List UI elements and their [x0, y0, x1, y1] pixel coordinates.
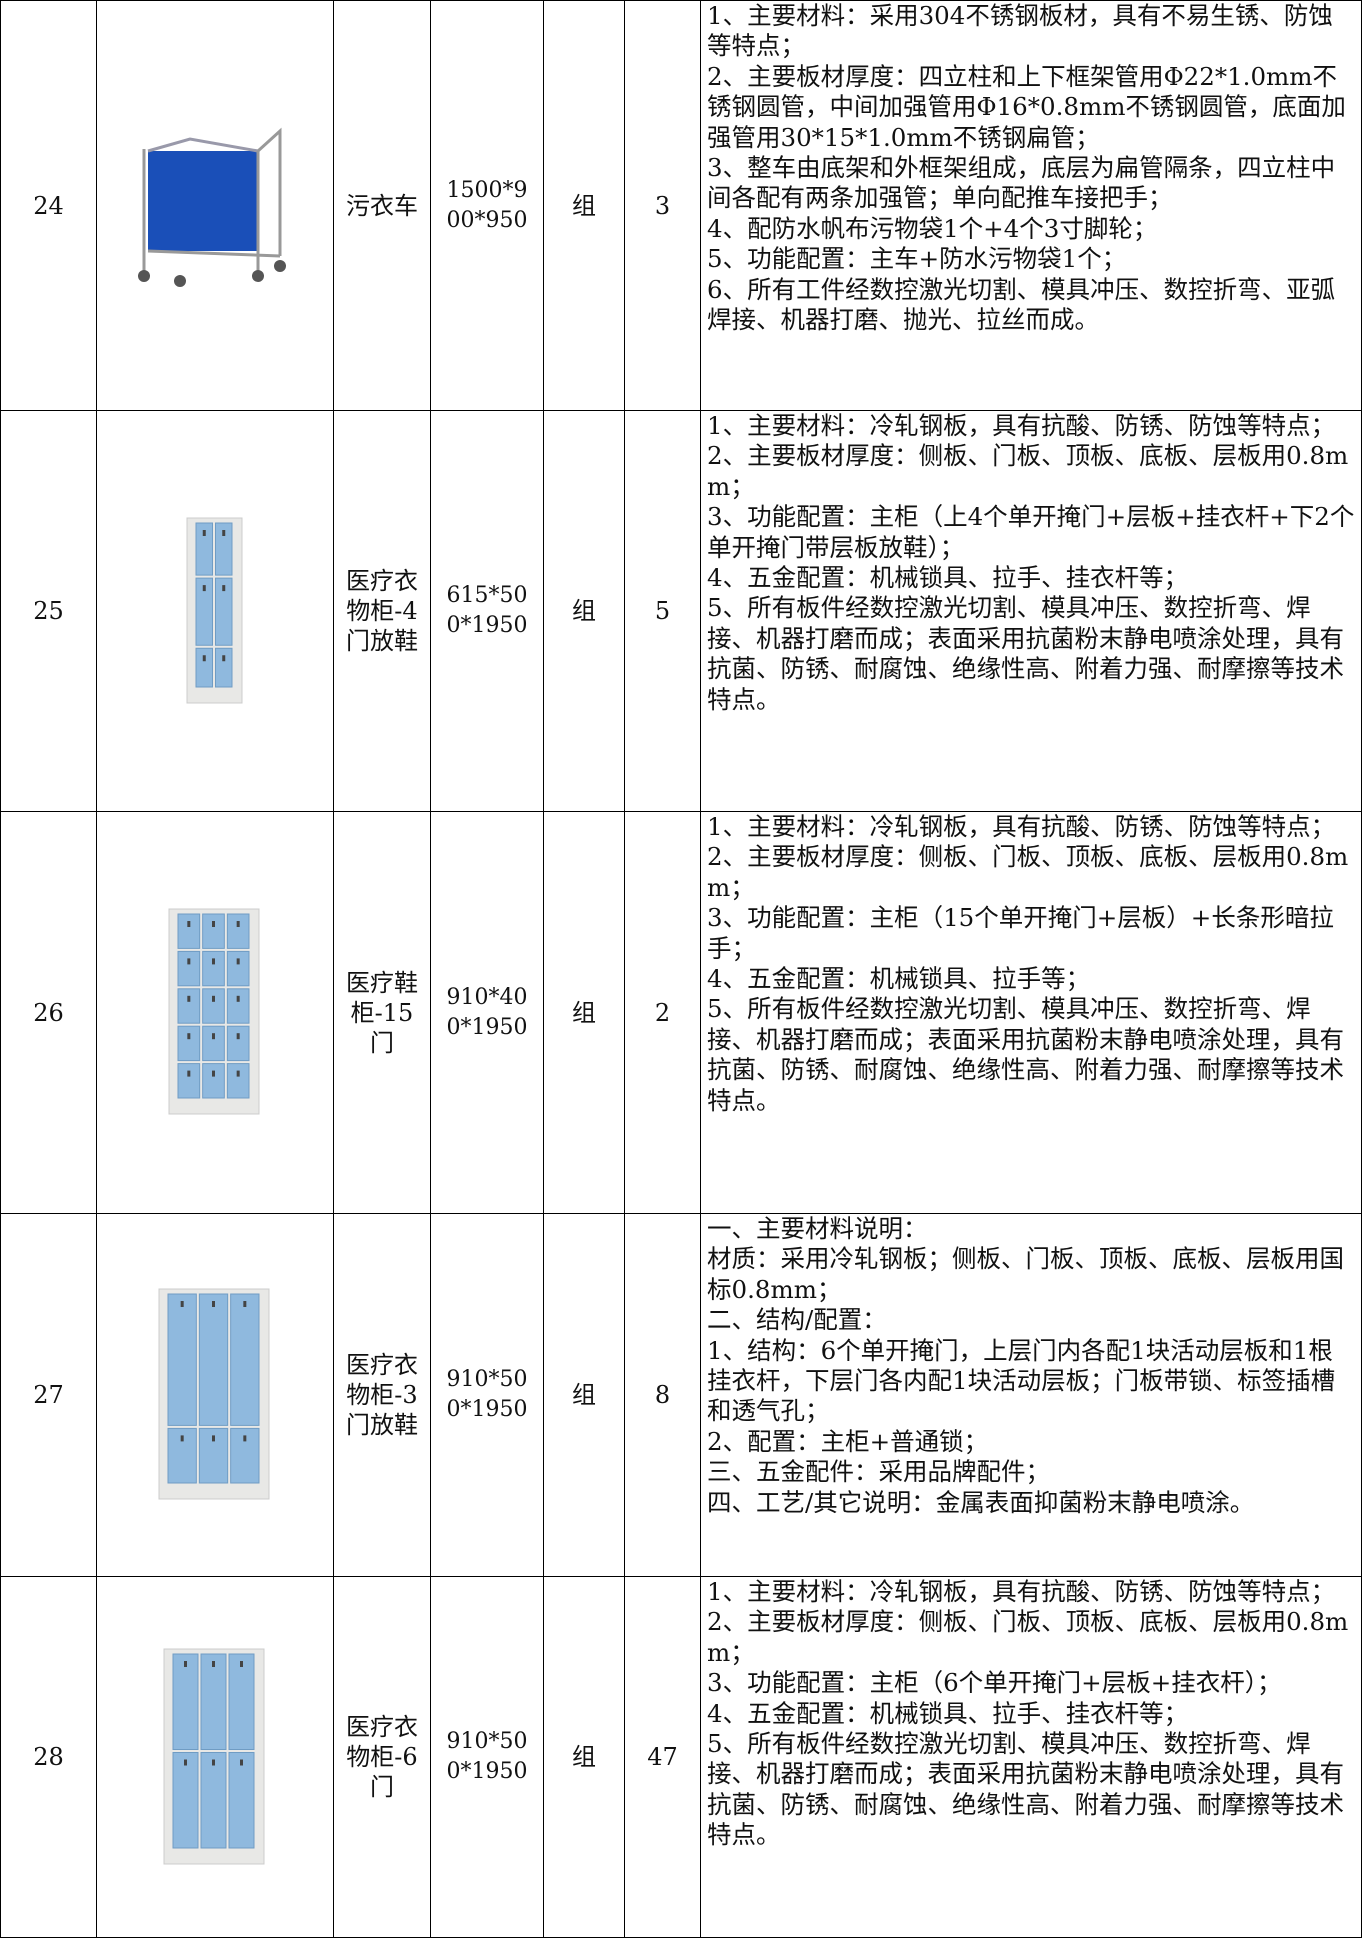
qty-cell: 5: [624, 410, 701, 812]
unit-cell: 组: [543, 1213, 625, 1577]
description-line: 5、所有板件经数控激光切割、模具冲压、数控折弯、焊接、机器打磨而成；表面采用抗菌…: [707, 1729, 1344, 1850]
image-cell: [96, 410, 334, 812]
description-line: 1、主要材料：采用304不锈钢板材，具有不易生锈、防蚀等特点；: [707, 1, 1333, 61]
description-line: 4、五金配置：机械锁具、拉手、挂衣杆等；: [707, 1698, 1189, 1728]
unit-cell: 组: [543, 811, 625, 1214]
description-line: 1、主要材料：冷轧钢板，具有抗酸、防锈、防蚀等特点；: [707, 1577, 1336, 1606]
description-line: 4、配防水帆布污物袋1个+4个3寸脚轮；: [707, 213, 1158, 243]
description-line: 2、主要板材厚度：侧板、门板、顶板、底板、层板用0.8mm；: [707, 842, 1349, 902]
description-cell: 1、主要材料：采用304不锈钢板材，具有不易生锈、防蚀等特点； 2、主要板材厚度：…: [700, 0, 1362, 411]
description-line: 3、功能配置：主柜（上4个单开掩门+层板+挂衣杆+下2个单开掩门带层板放鞋）；: [707, 502, 1355, 562]
description-line: 1、主要材料：冷轧钢板，具有抗酸、防锈、防蚀等特点；: [707, 812, 1336, 841]
description-line: 5、所有板件经数控激光切割、模具冲压、数控折弯、焊接、机器打磨而成；表面采用抗菌…: [707, 994, 1344, 1115]
product-image: [168, 908, 260, 1115]
unit-cell: 组: [543, 0, 625, 411]
image-cell: [96, 811, 334, 1214]
table-row: 27 医疗衣物柜-3门放鞋 910*500*1950 组 8 一、主要材料说明： 材质：采用…: [0, 1213, 1362, 1577]
description-cell: 一、主要材料说明： 材质：采用冷轧钢板；侧板、门板、顶板、底板、层板用国标0.8m…: [700, 1213, 1362, 1577]
description-line: 二、结构/配置：: [707, 1305, 887, 1335]
description-cell: 1、主要材料：冷轧钢板，具有抗酸、防锈、防蚀等特点； 2、主要板材厚度：侧板、门板…: [700, 811, 1362, 1214]
description-line: 2、主要板材厚度：侧板、门板、顶板、底板、层板用0.8mm；: [707, 1607, 1349, 1667]
description-line: 2、配置：主柜+普通锁；: [707, 1426, 989, 1456]
description-line: 3、功能配置：主柜（15个单开掩门+层板）+长条形暗拉手；: [707, 903, 1334, 963]
index-cell: 25: [0, 410, 97, 812]
size-cell: 910*500*1950: [430, 1213, 544, 1577]
size-cell: 1500*900*950: [430, 0, 544, 411]
description-line: 4、五金配置：机械锁具、拉手、挂衣杆等；: [707, 563, 1189, 593]
index-cell: 28: [0, 1576, 97, 1938]
name-cell: 医疗衣物柜-6门: [333, 1576, 431, 1938]
product-image: [163, 1648, 265, 1864]
unit-cell: 组: [543, 1576, 625, 1938]
qty-cell: 8: [624, 1213, 701, 1577]
table-row: 28 医疗衣物柜-6门 910*500*1950 组 47 1、主要材料：冷轧钢板，具有抗…: [0, 1576, 1362, 1938]
description-line: 4、五金配置：机械锁具、拉手等；: [707, 964, 1091, 994]
description-line: 1、结构：6个单开掩门，上层门内各配1块活动层板和1根挂衣杆，下层门各内配1块活…: [707, 1335, 1336, 1426]
product-image: [158, 1288, 270, 1500]
index-cell: 27: [0, 1213, 97, 1577]
name-cell: 医疗衣物柜-3门放鞋: [333, 1213, 431, 1577]
name-cell: 医疗鞋柜-15门: [333, 811, 431, 1214]
description-line: 三、五金配件：采用品牌配件；: [707, 1457, 1050, 1487]
description-line: 1、主要材料：冷轧钢板，具有抗酸、防锈、防蚀等特点；: [707, 411, 1336, 440]
name-cell: 污衣车: [333, 0, 431, 411]
description-line: 四、工艺/其它说明：金属表面抑菌粉末静电喷涂。: [707, 1487, 1255, 1517]
index-cell: 26: [0, 811, 97, 1214]
unit-cell: 组: [543, 410, 625, 812]
product-image: [138, 127, 286, 287]
table-row: 26 医疗鞋柜-15门 910*400*1950 组 2 1、主要材料：冷轧钢板，具有抗酸…: [0, 811, 1362, 1214]
image-cell: [96, 0, 334, 411]
size-cell: 910*500*1950: [430, 1576, 544, 1938]
description-cell: 1、主要材料：冷轧钢板，具有抗酸、防锈、防蚀等特点； 2、主要板材厚度：侧板、门板…: [700, 1576, 1362, 1938]
description-line: 5、功能配置：主车+防水污物袋1个；: [707, 244, 1127, 274]
name-cell: 医疗衣物柜-4门放鞋: [333, 410, 431, 812]
table-row: 24 污衣车 1500*900*950 组 3 1、主要材料：采用304不锈钢板材，具有不…: [0, 0, 1362, 411]
size-cell: 615*500*1950: [430, 410, 544, 812]
description-cell: 1、主要材料：冷轧钢板，具有抗酸、防锈、防蚀等特点； 2、主要板材厚度：侧板、门板…: [700, 410, 1362, 812]
description-line: 一、主要材料说明：: [707, 1214, 928, 1243]
qty-cell: 47: [624, 1576, 701, 1938]
index-cell: 24: [0, 0, 97, 411]
image-cell: [96, 1213, 334, 1577]
description-line: 5、所有板件经数控激光切割、模具冲压、数控折弯、焊接、机器打磨而成；表面采用抗菌…: [707, 593, 1344, 714]
qty-cell: 2: [624, 811, 701, 1214]
image-cell: [96, 1576, 334, 1938]
qty-cell: 3: [624, 0, 701, 411]
description-line: 3、整车由底架和外框架组成，底层为扁管隔条，四立柱中间各配有两条加强管；单向配推…: [707, 153, 1336, 213]
table-row: 25 医疗衣物柜-4门放鞋 615*500*1950 组 5 1、主要材料：冷轧钢板，具有…: [0, 410, 1362, 812]
description-line: 3、功能配置：主柜（6个单开掩门+层板+挂衣杆）；: [707, 1668, 1282, 1698]
description-line: 材质：采用冷轧钢板；侧板、门板、顶板、底板、层板用国标0.8mm；: [707, 1244, 1344, 1304]
size-cell: 910*400*1950: [430, 811, 544, 1214]
product-image: [186, 517, 242, 703]
description-line: 6、所有工件经数控激光切割、模具冲压、数控折弯、亚弧焊接、机器打磨、抛光、拉丝而…: [707, 274, 1336, 335]
description-line: 2、主要板材厚度：四立柱和上下框架管用Φ22*1.0mm不锈钢圆管，中间加强管用…: [707, 61, 1346, 152]
description-line: 2、主要板材厚度：侧板、门板、顶板、底板、层板用0.8mm；: [707, 441, 1349, 501]
